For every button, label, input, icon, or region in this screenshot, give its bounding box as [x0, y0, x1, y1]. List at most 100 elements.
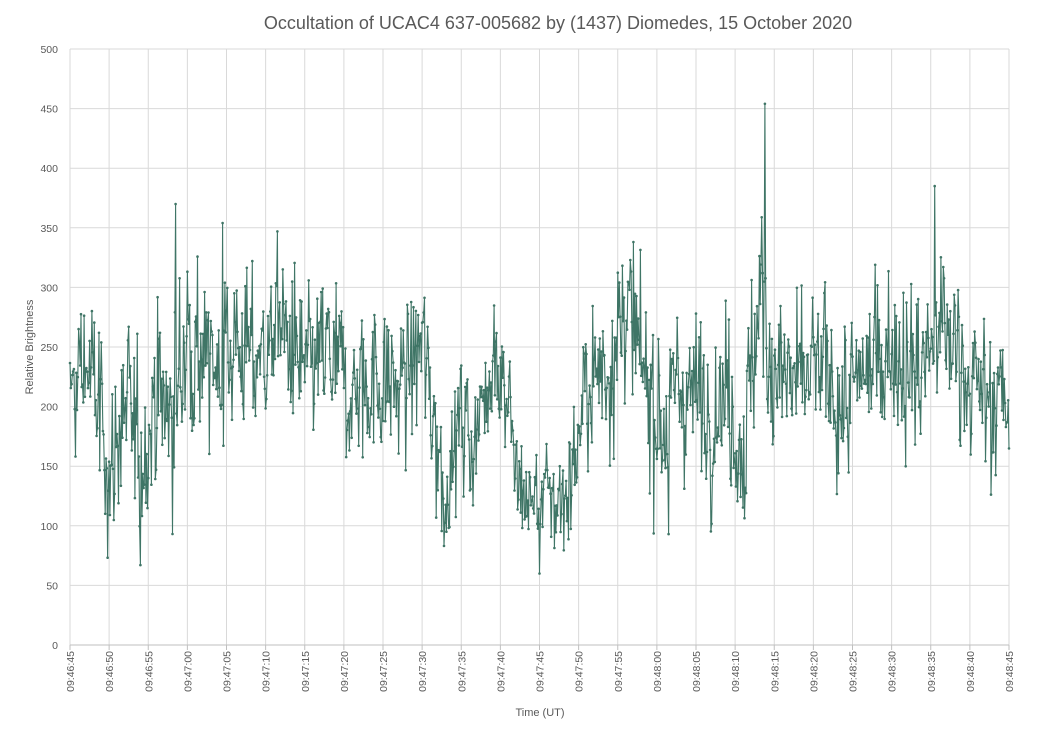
data-point: [776, 406, 779, 409]
data-point: [746, 364, 749, 367]
data-point: [987, 405, 990, 408]
data-point: [521, 489, 525, 493]
data-point: [609, 365, 612, 369]
data-point: [391, 349, 394, 353]
data-point: [559, 530, 562, 534]
data-point: [235, 289, 238, 292]
data-point: [688, 346, 691, 350]
data-point: [568, 442, 572, 446]
data-point: [894, 383, 897, 386]
data-point: [669, 396, 673, 399]
data-point: [646, 366, 649, 369]
data-point: [902, 415, 906, 418]
data-point: [524, 470, 528, 474]
data-point: [283, 313, 287, 317]
data-point: [71, 370, 75, 373]
data-point: [918, 400, 922, 403]
data-point: [584, 343, 587, 346]
data-point: [344, 347, 347, 350]
data-point: [229, 339, 232, 343]
data-point: [667, 532, 670, 536]
data-point: [821, 355, 825, 359]
data-point: [360, 319, 364, 322]
data-point: [416, 313, 420, 317]
data-point: [403, 362, 407, 365]
data-point: [204, 364, 207, 367]
data-point: [411, 364, 415, 367]
data-point: [457, 444, 461, 447]
data-point: [253, 394, 256, 398]
data-point: [873, 315, 876, 319]
data-point: [929, 347, 933, 350]
data-point: [522, 479, 526, 482]
data-point: [372, 441, 375, 444]
data-point: [511, 429, 515, 432]
data-point: [560, 482, 564, 486]
data-point: [154, 477, 157, 481]
data-point: [445, 475, 449, 479]
data-point: [901, 387, 904, 390]
data-point: [962, 380, 965, 383]
data-point: [502, 350, 505, 354]
data-point: [208, 352, 212, 355]
x-tick-label: 09:48:10: [730, 651, 742, 692]
data-point: [898, 321, 901, 324]
data-point: [509, 395, 512, 399]
data-point: [78, 340, 81, 344]
data-point: [535, 522, 539, 525]
data-point: [993, 406, 997, 410]
data-point: [916, 297, 920, 301]
data-point: [323, 376, 327, 379]
data-point: [81, 383, 84, 386]
y-tick-label: 100: [40, 521, 58, 533]
data-point: [874, 351, 878, 355]
data-point: [773, 348, 777, 352]
data-point: [78, 364, 82, 367]
data-point: [961, 344, 965, 348]
data-point: [370, 357, 374, 361]
data-point: [196, 255, 199, 258]
data-point: [928, 350, 932, 353]
data-point: [1003, 377, 1006, 381]
data-point: [385, 325, 389, 328]
data-point: [564, 494, 567, 498]
data-point: [281, 268, 285, 271]
data-point: [527, 527, 530, 531]
data-point: [223, 281, 227, 285]
data-point: [608, 464, 612, 467]
data-point: [174, 202, 177, 206]
data-point: [569, 527, 573, 531]
data-point: [959, 444, 962, 448]
data-point: [683, 424, 687, 428]
data-point: [470, 430, 473, 433]
data-point: [927, 336, 930, 340]
data-point: [979, 360, 983, 364]
data-point: [309, 365, 313, 369]
data-point: [294, 316, 298, 319]
data-point: [826, 339, 829, 343]
data-point: [632, 348, 636, 352]
data-point: [164, 417, 167, 421]
data-point: [822, 327, 825, 331]
data-point: [477, 439, 480, 442]
data-point: [184, 368, 188, 372]
data-point: [285, 339, 289, 342]
data-point: [220, 403, 224, 407]
x-tick-label: 09:47:05: [222, 651, 234, 692]
data-point: [138, 524, 141, 528]
data-point: [171, 532, 174, 536]
data-point: [181, 402, 184, 406]
data-point: [539, 498, 543, 501]
x-tick-label: 09:46:45: [65, 651, 77, 692]
data-point: [104, 457, 108, 460]
data-point: [508, 360, 512, 363]
data-point: [539, 522, 542, 526]
data-point: [210, 330, 213, 333]
data-point: [467, 434, 470, 437]
data-point: [814, 408, 817, 411]
data-point: [926, 303, 929, 306]
data-point: [470, 460, 474, 464]
data-point: [277, 312, 281, 316]
data-point: [367, 425, 371, 429]
data-point: [605, 386, 609, 390]
